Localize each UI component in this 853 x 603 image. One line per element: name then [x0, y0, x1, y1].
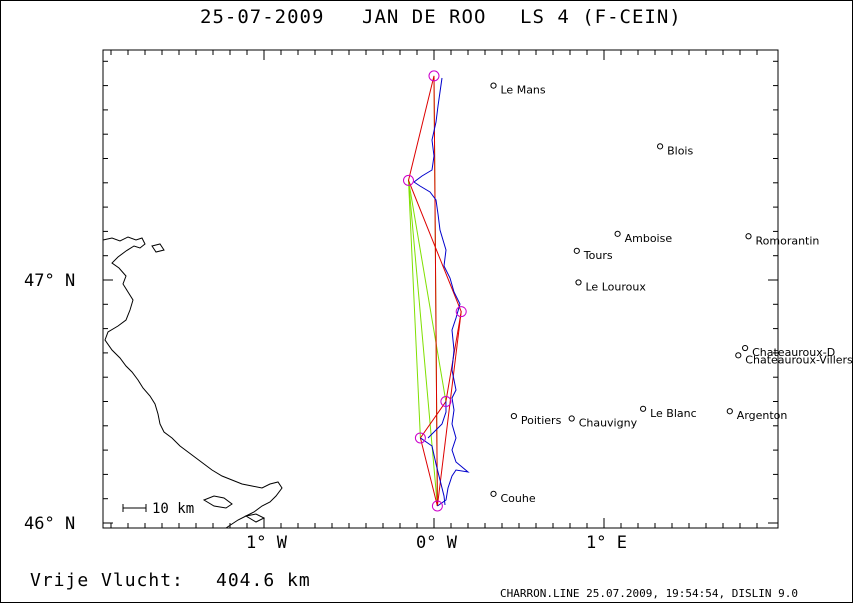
turnpoint-5: [431, 500, 443, 512]
city-4: Tours: [573, 247, 613, 262]
flight-date: 25-07-2009: [200, 6, 325, 28]
scale-label: 10 km: [152, 501, 194, 517]
city-label-2: Amboise: [625, 232, 673, 245]
city-label-4: Tours: [583, 249, 613, 262]
city-0: Le Mans: [490, 82, 546, 97]
city-label-1: Blois: [667, 144, 693, 157]
city-10: Poitiers: [510, 412, 562, 427]
city-label-10: Poitiers: [521, 414, 562, 427]
turnpoint-4: [414, 432, 426, 444]
city-6: Chateauroux-D: [742, 344, 835, 359]
plot-border: [102, 49, 779, 529]
city-label-0: Le Mans: [501, 84, 546, 97]
city-9: Argenton: [726, 408, 788, 422]
city-11: Chauvigny: [568, 415, 638, 430]
lat-label-0: 47° N: [24, 271, 75, 291]
city-1: Blois: [657, 143, 693, 157]
axis-labels: 47° N 46° N 1° W 0° W 1° E: [24, 271, 627, 553]
city-label-6: Chateauroux-D: [752, 346, 835, 359]
scale-bar: 10 km: [122, 501, 194, 517]
city-3: Romorantin: [745, 233, 820, 247]
city-2: Amboise: [614, 230, 673, 245]
turnpoint-2: [455, 306, 467, 318]
city-label-8: Le Blanc: [650, 407, 697, 420]
turnpoint-1: [403, 174, 414, 186]
city-label-9: Argenton: [737, 409, 788, 422]
triangle-lines: [408, 75, 447, 507]
lon-label-1: 0° W: [416, 533, 458, 553]
distance-value: 404.6 km: [216, 570, 311, 591]
city-label-7: Chateauroux-Villers: [745, 353, 853, 366]
credit-line: CHARRON.LINE 25.07.2009, 19:54:54, DISLI…: [500, 587, 799, 600]
lon-label-0: 1° W: [246, 533, 288, 553]
city-8: Le Blanc: [640, 405, 697, 420]
turnpoint-3: [440, 396, 452, 407]
glider-name: LS 4 (F-CEIN): [520, 6, 682, 28]
turnpoint-0: [428, 70, 440, 82]
turnpoint-markers: [403, 70, 467, 512]
city-label-11: Chauvigny: [579, 417, 638, 430]
distance-label: Vrije Vlucht:: [30, 570, 184, 591]
lat-label-1: 46° N: [24, 514, 75, 534]
pilot-name: JAN DE ROO: [362, 6, 487, 28]
city-markers: Le Mans Blois Amboise Romorantin Tours Le Lou…: [490, 82, 853, 505]
lon-label-2: 1° E: [586, 533, 627, 553]
coastline: [102, 236, 283, 529]
city-5: Le Louroux: [575, 279, 647, 293]
city-label-3: Romorantin: [756, 234, 820, 247]
city-12: Couhe: [490, 490, 536, 505]
axis-ticks: [103, 50, 778, 528]
city-label-12: Couhe: [501, 492, 536, 505]
flight-track: [413, 77, 470, 507]
city-7: Chateauroux-Villers: [735, 352, 853, 366]
city-label-5: Le Louroux: [586, 280, 647, 293]
